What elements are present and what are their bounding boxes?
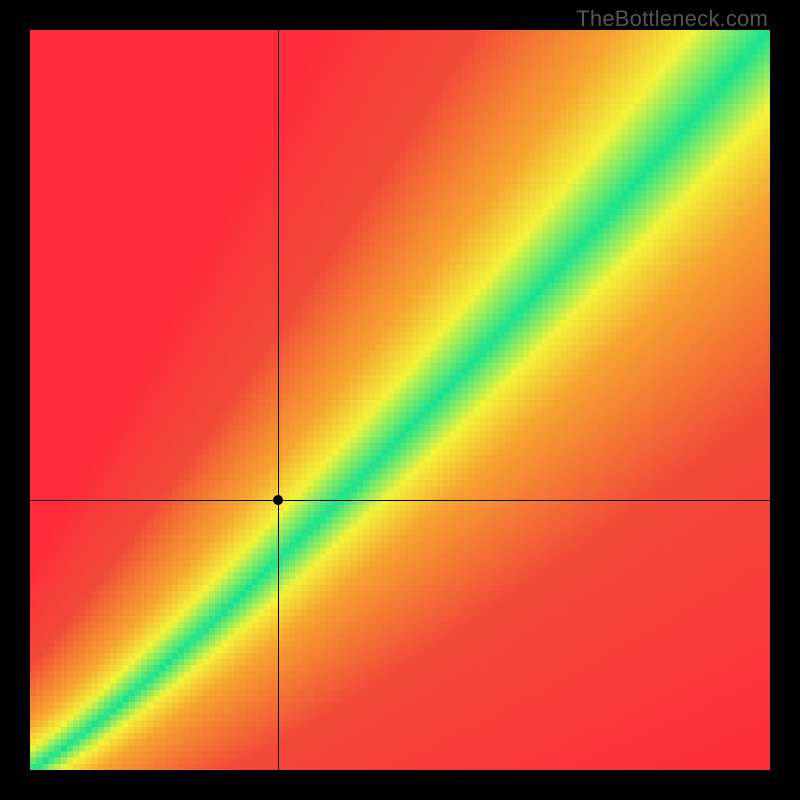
plot-area — [30, 30, 770, 770]
crosshair-vertical — [278, 30, 279, 770]
crosshair-horizontal — [30, 500, 770, 501]
chart-outer: TheBottleneck.com — [0, 0, 800, 800]
watermark-text: TheBottleneck.com — [576, 6, 768, 32]
crosshair-marker — [273, 495, 283, 505]
bottleneck-heatmap — [30, 30, 770, 770]
